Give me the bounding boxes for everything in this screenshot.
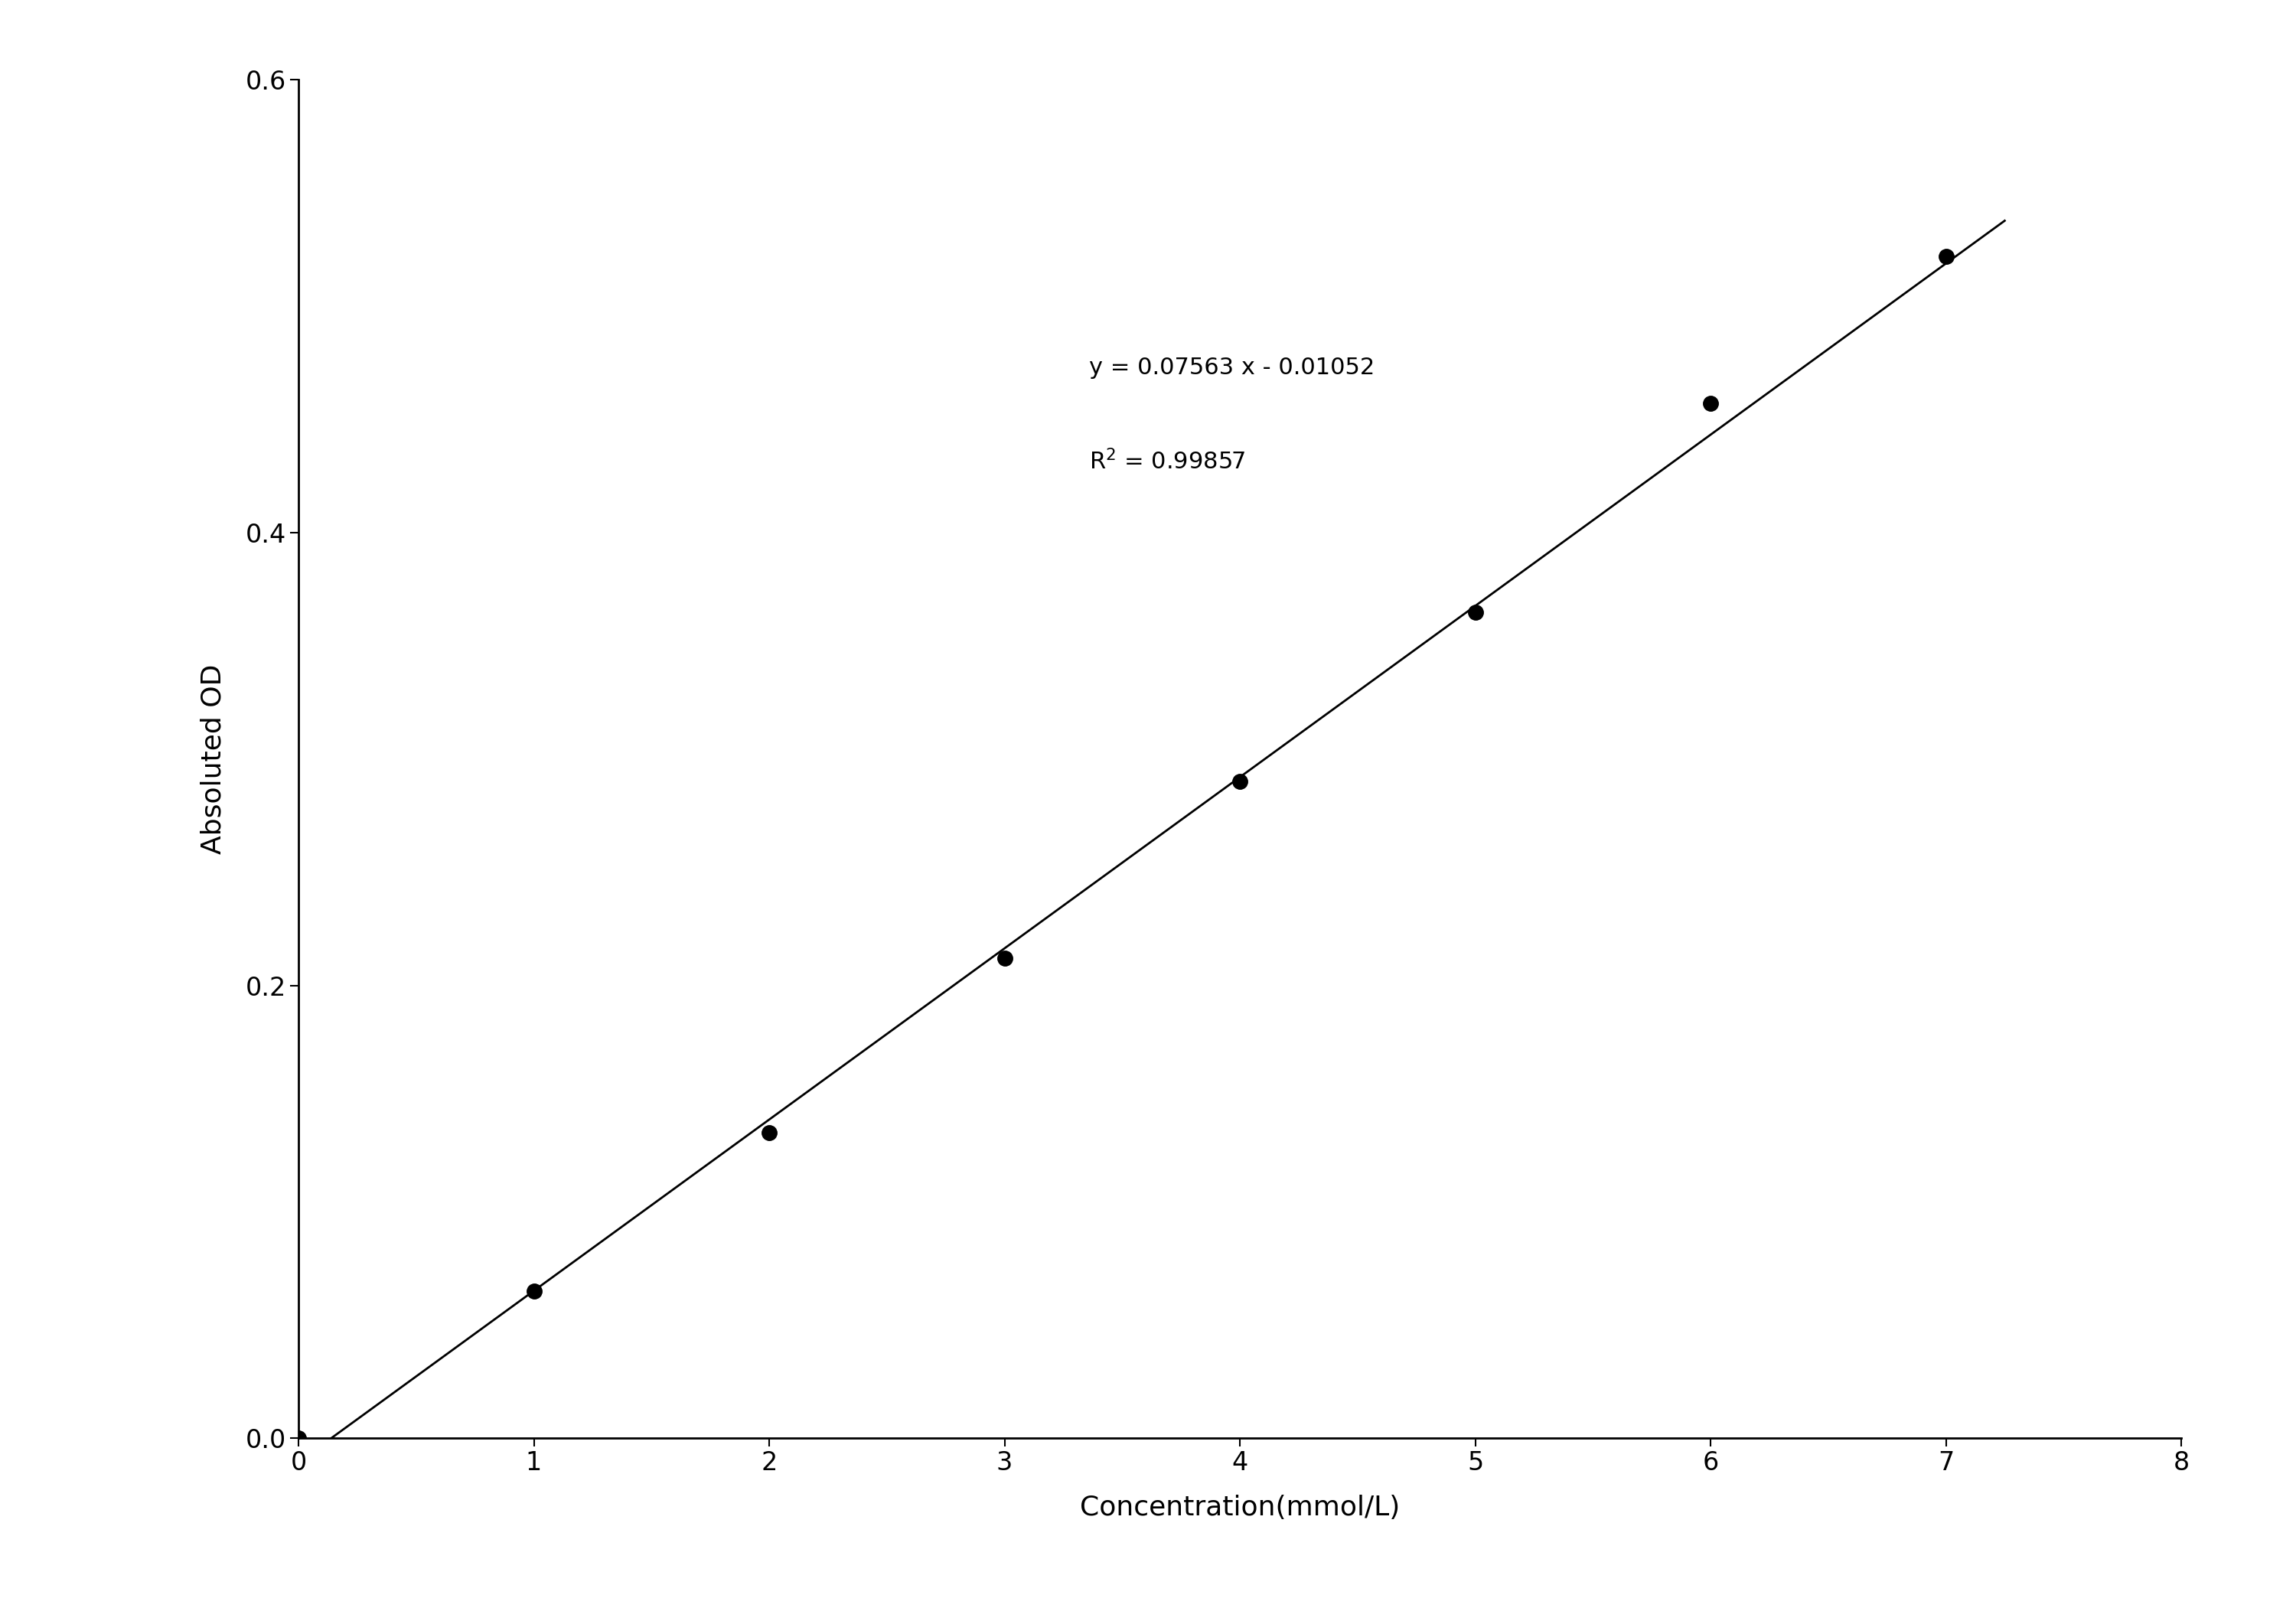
Point bbox=[1926, 244, 1963, 270]
X-axis label: Concentration(mmol/L): Concentration(mmol/L) bbox=[1079, 1494, 1401, 1521]
Point bbox=[1456, 599, 1492, 625]
Text: y = 0.07563 x - 0.01052: y = 0.07563 x - 0.01052 bbox=[1088, 356, 1375, 379]
Point bbox=[1221, 769, 1258, 794]
Point bbox=[1692, 392, 1729, 417]
Point bbox=[280, 1425, 317, 1451]
Point bbox=[751, 1120, 788, 1146]
Y-axis label: Absoluted OD: Absoluted OD bbox=[200, 665, 227, 853]
Point bbox=[987, 946, 1024, 972]
Point bbox=[514, 1278, 551, 1304]
Text: R$^2$ = 0.99857: R$^2$ = 0.99857 bbox=[1088, 449, 1244, 475]
